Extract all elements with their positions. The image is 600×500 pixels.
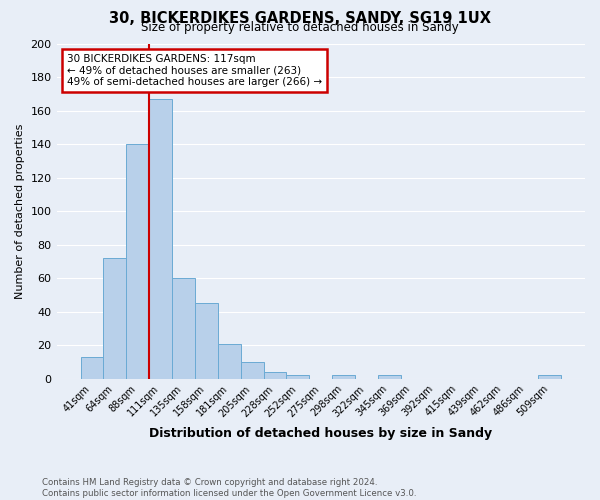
Bar — [241, 362, 263, 379]
Bar — [149, 99, 172, 379]
X-axis label: Distribution of detached houses by size in Sandy: Distribution of detached houses by size … — [149, 427, 493, 440]
Bar — [80, 357, 103, 379]
Text: 30, BICKERDIKES GARDENS, SANDY, SG19 1UX: 30, BICKERDIKES GARDENS, SANDY, SG19 1UX — [109, 11, 491, 26]
Bar — [127, 144, 149, 379]
Bar — [286, 376, 310, 379]
Bar — [378, 376, 401, 379]
Text: Contains HM Land Registry data © Crown copyright and database right 2024.
Contai: Contains HM Land Registry data © Crown c… — [42, 478, 416, 498]
Bar — [103, 258, 127, 379]
Text: Size of property relative to detached houses in Sandy: Size of property relative to detached ho… — [141, 21, 459, 34]
Bar — [332, 376, 355, 379]
Text: 30 BICKERDIKES GARDENS: 117sqm
← 49% of detached houses are smaller (263)
49% of: 30 BICKERDIKES GARDENS: 117sqm ← 49% of … — [67, 54, 322, 87]
Bar — [195, 304, 218, 379]
Bar — [218, 344, 241, 379]
Bar — [263, 372, 286, 379]
Y-axis label: Number of detached properties: Number of detached properties — [15, 124, 25, 299]
Bar — [172, 278, 195, 379]
Bar — [538, 376, 561, 379]
